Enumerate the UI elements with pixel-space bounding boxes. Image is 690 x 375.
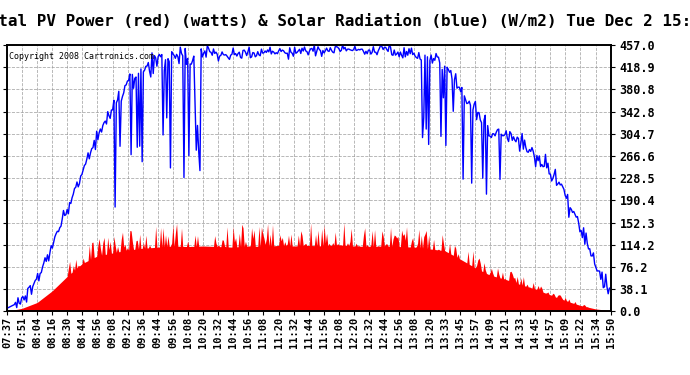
Text: Total PV Power (red) (watts) & Solar Radiation (blue) (W/m2) Tue Dec 2 15:58: Total PV Power (red) (watts) & Solar Rad… — [0, 14, 690, 29]
Text: Copyright 2008 Cartronics.com: Copyright 2008 Cartronics.com — [9, 52, 154, 61]
